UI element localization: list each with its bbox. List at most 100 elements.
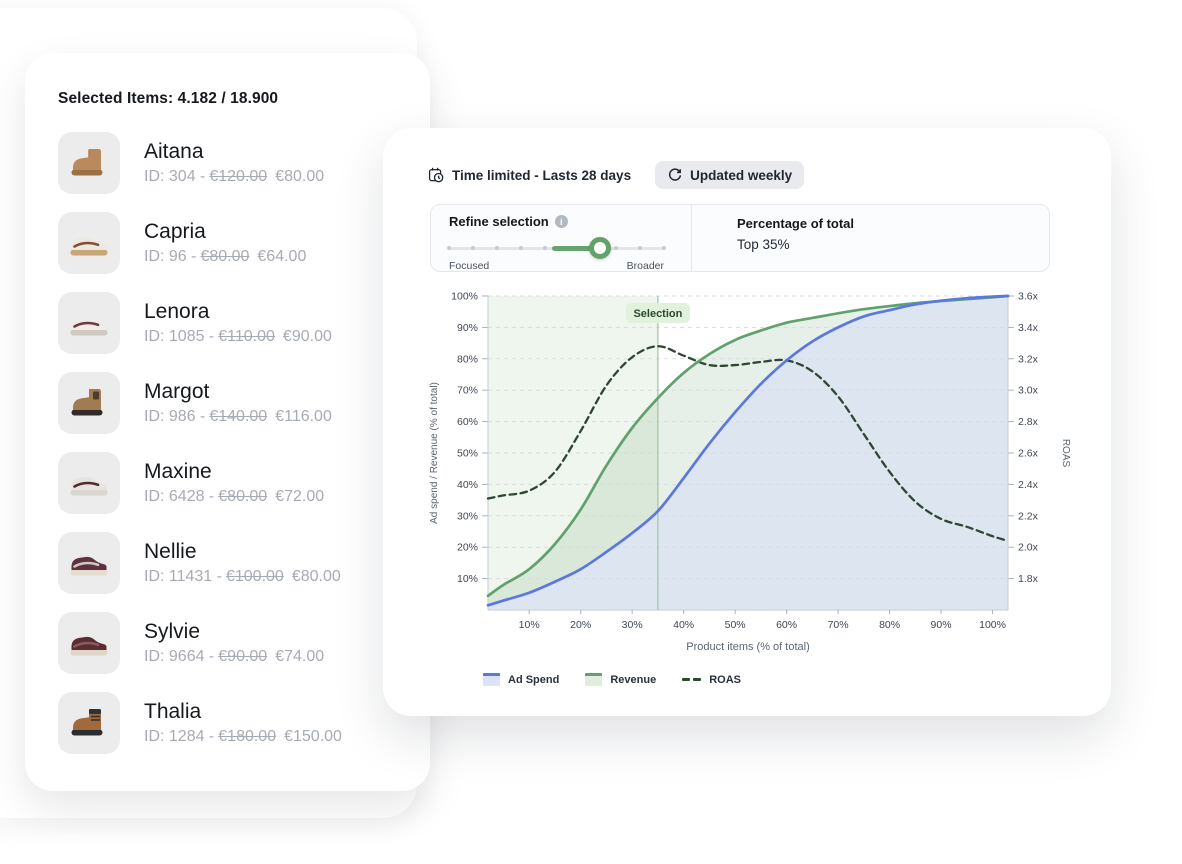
product-old-price: €90.00	[218, 648, 268, 666]
x-axis-label: Product items (% of total)	[686, 641, 810, 653]
slider-thumb[interactable]	[588, 237, 611, 259]
product-row[interactable]: Maxine ID: 6428 - €80.00 €72.00	[58, 452, 430, 514]
percentage-of-total-value: Top 35%	[737, 237, 790, 252]
product-name: Aitana	[144, 139, 204, 163]
product-old-price: €80.00	[200, 248, 250, 266]
refine-slider[interactable]	[447, 237, 666, 259]
shoe-image	[70, 316, 108, 336]
slider-tick-dot	[470, 246, 475, 250]
shoe-image	[70, 636, 108, 656]
y-axis-tick-left: 30%	[457, 510, 478, 522]
calendar-clock-icon	[428, 167, 444, 183]
slider-tick-dot	[638, 246, 643, 250]
product-new-price: €80.00	[291, 568, 341, 586]
shoe-image	[71, 149, 103, 176]
product-old-price: €140.00	[209, 408, 268, 426]
legend-label: Revenue	[610, 673, 657, 686]
product-id: ID: 6428 -	[144, 488, 215, 506]
product-thumbnail	[58, 612, 120, 674]
badges-row: Time limited - Lasts 28 days Updated wee…	[428, 161, 805, 189]
refine-divider	[691, 205, 692, 271]
shoe-image	[70, 236, 108, 256]
y-axis-label-left: Ad spend / Revenue (% of total)	[429, 382, 440, 524]
selection-badge	[625, 303, 690, 323]
x-axis-tick: 70%	[828, 619, 849, 631]
campaign-panel: Time limited - Lasts 28 days Updated wee…	[383, 128, 1111, 716]
y-axis-tick-right: 2.8x	[1018, 416, 1039, 428]
y-axis-tick-right: 3.2x	[1018, 353, 1039, 365]
product-id-price: ID: 96 - €80.00 €64.00	[144, 248, 306, 266]
legend-swatch	[483, 673, 500, 686]
product-old-price: €110.00	[218, 328, 275, 346]
product-list: Aitana ID: 304 - €120.00 €80.00 Capria ID: 96…	[58, 132, 430, 754]
product-new-price: €90.00	[282, 328, 332, 346]
y-axis-tick-left: 70%	[457, 385, 478, 397]
slider-tick-dot	[447, 246, 451, 250]
product-id: ID: 11431 -	[144, 568, 222, 586]
slider-label-broader: Broader	[626, 260, 664, 272]
ad-spend-line	[486, 294, 1010, 607]
product-row[interactable]: Sylvie ID: 9664 - €90.00 €74.00	[58, 612, 430, 674]
refine-left-section: Refine selection i Focused Broader	[447, 214, 666, 272]
y-axis-tick-right: 1.8x	[1018, 573, 1039, 585]
legend-item-roas: ROAS	[682, 674, 741, 686]
product-thumbnail	[58, 372, 120, 434]
y-axis-tick-right: 2.4x	[1018, 479, 1039, 491]
product-id-price: ID: 1085 - €110.00 €90.00	[144, 328, 332, 346]
product-thumbnail	[58, 212, 120, 274]
product-id-price: ID: 304 - €120.00 €80.00	[144, 168, 324, 186]
product-thumbnail	[58, 132, 120, 194]
shoe-image	[70, 556, 108, 576]
product-row[interactable]: Margot ID: 986 - €140.00 €116.00	[58, 372, 430, 434]
product-id: ID: 9664 -	[144, 648, 215, 666]
shoe-image	[71, 389, 103, 416]
x-axis-tick: 80%	[879, 619, 900, 631]
selection-badge-label: Selection	[633, 308, 682, 320]
shoe-image	[71, 709, 103, 736]
y-axis-tick-right: 3.4x	[1018, 322, 1039, 334]
product-row[interactable]: Capria ID: 96 - €80.00 €64.00	[58, 212, 430, 274]
slider-tick-dot	[662, 246, 666, 250]
slider-tick-dot	[614, 246, 619, 250]
chart-canvas[interactable]: 10% 1.8x 20% 2.0x 30% 2.2x 40% 2.4x 50% 2.6x 60% 2.…	[423, 276, 1083, 661]
time-limited-label: Time limited - Lasts 28 days	[452, 167, 632, 183]
x-axis-tick: 30%	[622, 619, 643, 631]
x-axis-tick: 90%	[931, 619, 952, 631]
product-old-price: €180.00	[218, 728, 277, 746]
slider-tick-dot	[542, 246, 547, 250]
product-row[interactable]: Lenora ID: 1085 - €110.00 €90.00	[58, 292, 430, 354]
product-id: ID: 304 -	[144, 168, 206, 186]
product-id-price: ID: 1284 - €180.00 €150.00	[144, 728, 342, 746]
product-id: ID: 1284 -	[144, 728, 215, 746]
product-id-price: ID: 11431 - €100.00 €80.00	[144, 568, 341, 586]
product-row[interactable]: Thalia ID: 1284 - €180.00 €150.00	[58, 692, 430, 754]
y-axis-tick-right: 3.6x	[1018, 291, 1039, 303]
x-axis-tick: 60%	[776, 619, 797, 631]
roas-line	[486, 345, 1010, 543]
product-new-price: €74.00	[275, 648, 325, 666]
product-name: Nellie	[144, 539, 197, 563]
product-row[interactable]: Nellie ID: 11431 - €100.00 €80.00	[58, 532, 430, 594]
y-axis-tick-left: 80%	[457, 353, 478, 365]
y-axis-tick-left: 20%	[457, 542, 478, 554]
x-axis-tick: 40%	[673, 619, 694, 631]
time-limited-badge: Time limited - Lasts 28 days	[428, 167, 631, 183]
product-new-price: €80.00	[275, 168, 325, 186]
product-row[interactable]: Aitana ID: 304 - €120.00 €80.00	[58, 132, 430, 194]
product-name: Sylvie	[144, 619, 201, 643]
legend-swatch-dashed	[682, 678, 702, 681]
x-axis-tick: 20%	[570, 619, 591, 631]
updated-weekly-badge: Updated weekly	[655, 161, 805, 189]
info-icon[interactable]: i	[554, 215, 568, 228]
product-id-price: ID: 9664 - €90.00 €74.00	[144, 648, 324, 666]
product-new-price: €72.00	[275, 488, 325, 506]
legend-swatch	[585, 673, 603, 686]
y-axis-label-right: ROAS	[1060, 439, 1071, 468]
y-axis-tick-left: 100%	[451, 291, 478, 303]
y-axis-tick-right: 2.6x	[1018, 448, 1039, 460]
percentage-section: Percentage of total Top 35%	[737, 216, 854, 252]
shoe-image	[70, 476, 108, 496]
y-axis-tick-right: 3.0x	[1018, 385, 1039, 397]
x-axis-tick: 100%	[979, 619, 1006, 631]
product-name: Margot	[144, 379, 210, 403]
